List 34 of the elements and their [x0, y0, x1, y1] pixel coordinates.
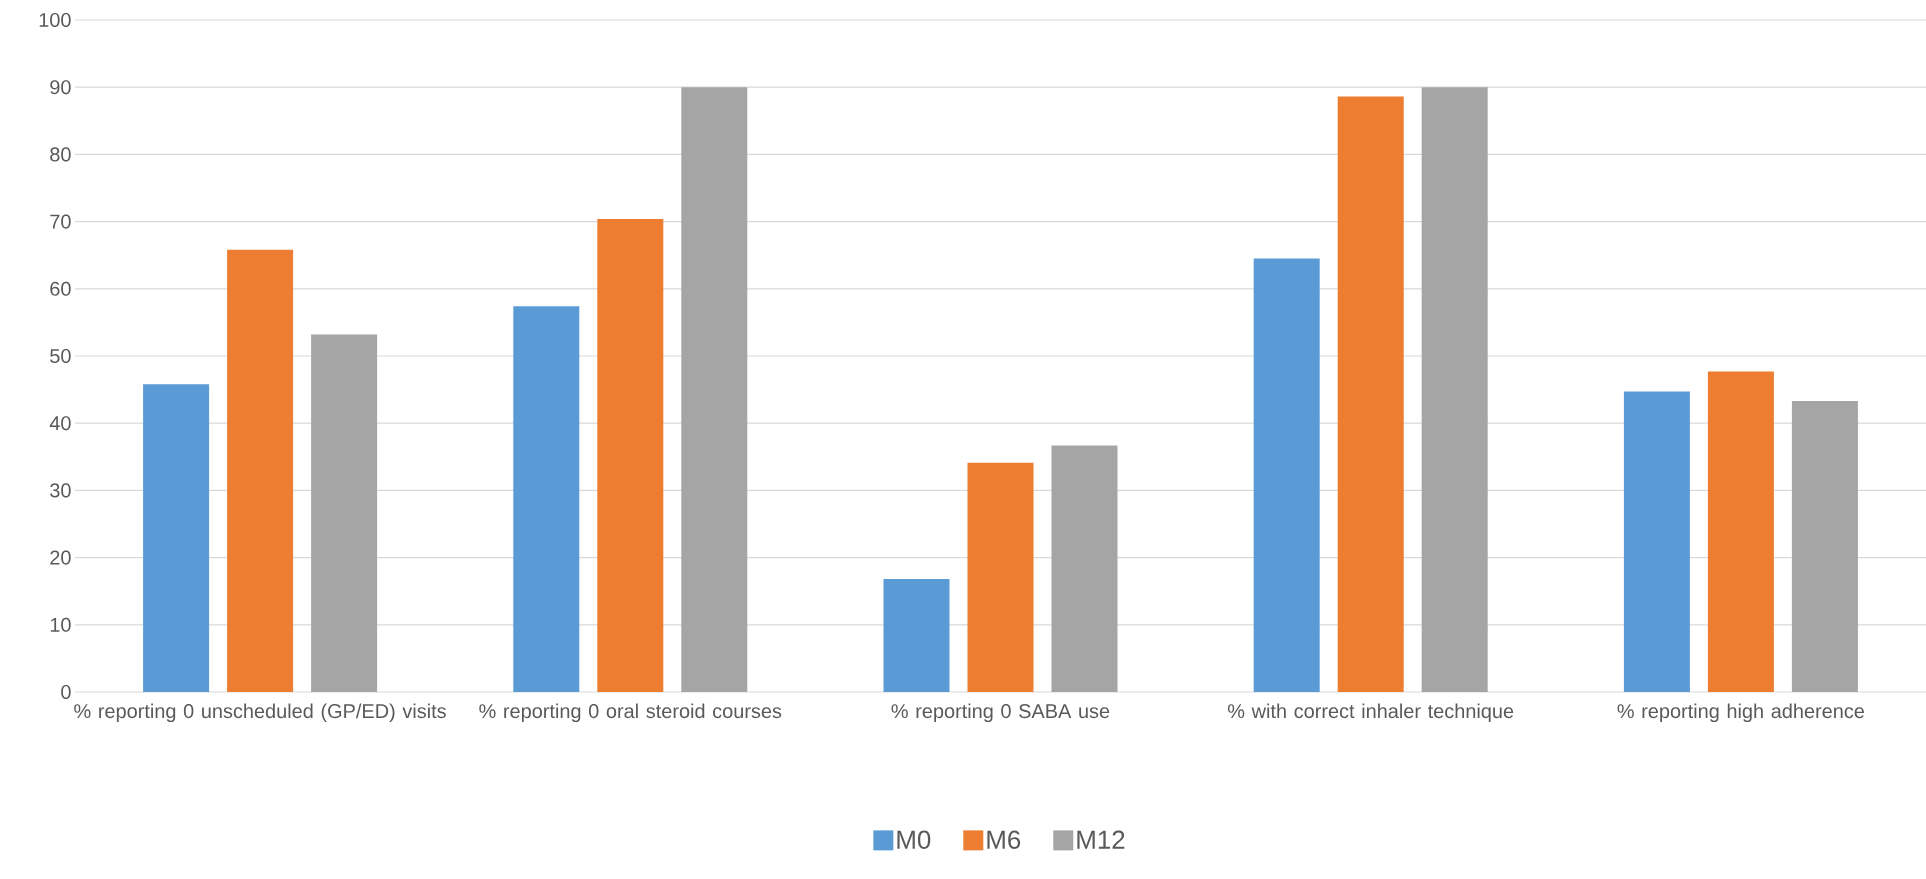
- y-tick-label: 0: [61, 684, 71, 700]
- bar: [1791, 401, 1858, 692]
- legend-label: M12: [1077, 830, 1125, 849]
- bar: [883, 579, 950, 692]
- x-tick-label: % reporting high adherence: [1617, 703, 1864, 723]
- y-tick-label: 50: [50, 348, 71, 364]
- legend-label: M0: [897, 830, 931, 849]
- bar: [227, 249, 294, 692]
- y-tick-label: 70: [50, 214, 71, 229]
- bar: [1623, 391, 1690, 692]
- y-tick-label: 10: [50, 617, 71, 632]
- y-tick-label: 90: [50, 80, 71, 95]
- bar: [967, 462, 1034, 692]
- bar: [1253, 258, 1320, 692]
- bar: [1051, 445, 1118, 692]
- bar: [513, 306, 580, 692]
- bar: [597, 218, 664, 692]
- bar: [1707, 371, 1774, 692]
- x-tick-label: % reporting 0 unscheduled (GP/ED) visits: [74, 703, 446, 723]
- bar: [1421, 87, 1488, 692]
- y-tick-label: 40: [49, 416, 71, 431]
- x-tick-label: % reporting 0 oral steroid courses: [479, 703, 782, 723]
- x-tick-label: % with correct inhaler technique: [1227, 703, 1514, 723]
- y-tick-label: 100: [39, 12, 71, 28]
- bar: [1337, 96, 1404, 692]
- bar: [143, 384, 210, 692]
- x-tick-label: % reporting 0 SABA use: [891, 703, 1110, 723]
- y-tick-label: 60: [50, 281, 71, 296]
- y-tick-label: 80: [50, 147, 71, 162]
- bar: [681, 87, 748, 692]
- y-tick-label: 30: [50, 483, 71, 498]
- legend-label: M6: [987, 830, 1021, 849]
- y-tick-label: 20: [50, 550, 71, 565]
- bar: [311, 334, 378, 692]
